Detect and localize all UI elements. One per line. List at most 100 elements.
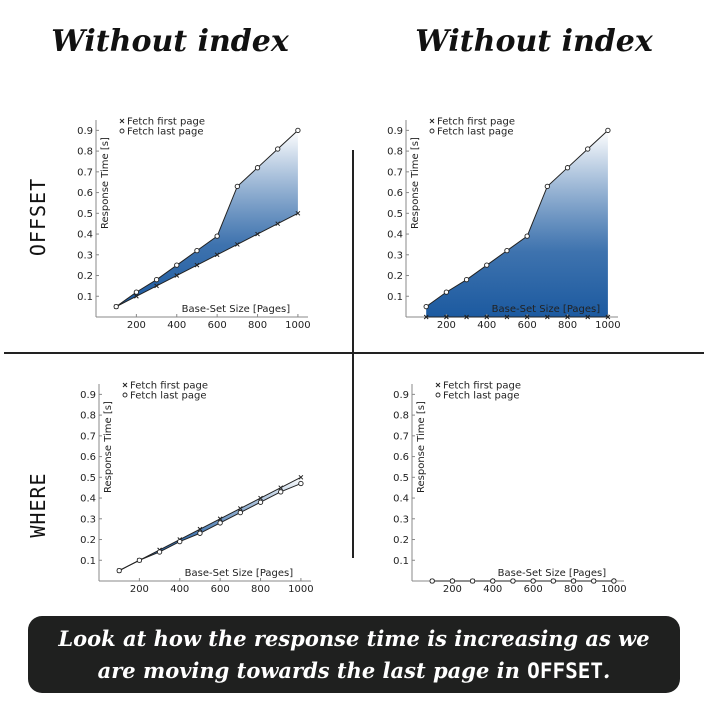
data-point-last-page [605,127,611,134]
data-point-last-page [153,277,160,283]
caption-line-2-prefix: are moving towards the last page in [97,657,528,683]
y-tick-label: 0.4 [77,230,93,241]
data-point-last-page [136,557,143,563]
data-point-first-page [237,506,243,511]
data-point-last-page [443,289,450,295]
x-tick-label: 200 [443,584,462,595]
y-tick-label: 0.8 [77,147,93,158]
data-point-last-page [449,578,456,584]
y-tick-label: 0.5 [77,209,93,220]
legend-label: Fetch first page [437,117,515,128]
data-point-last-page [113,303,119,310]
legend-marker-cross [435,382,441,388]
y-tick-label: 0.1 [77,292,93,303]
legend-label: Fetch last page [130,391,206,402]
x-axis-label: Base-Set Size [Pages] [492,304,601,315]
data-point-first-page [174,273,180,278]
data-point-first-page [217,516,223,522]
data-point-first-page [255,231,260,237]
data-point-last-page [177,538,183,545]
legend-marker-circle [435,392,441,398]
data-point-last-page [423,303,429,310]
y-tick-label: 0.6 [77,188,93,199]
caption-text: Look at how the response time is increas… [58,623,649,687]
data-point-first-page [565,314,570,320]
y-tick-label: 0.3 [77,250,93,261]
caption-box: Look at how the response time is increas… [28,616,680,693]
y-tick-label: 0.6 [387,188,403,199]
vertical-divider [352,150,354,558]
y-tick-label: 0.4 [387,230,403,241]
data-point-first-page [278,485,284,491]
x-tick-label: 800 [251,584,270,595]
legend-marker-circle [122,392,128,398]
fill-between-area [116,130,298,307]
fill-between-area [426,130,608,317]
x-tick-label: 1000 [601,584,626,595]
data-point-first-page [464,314,469,320]
data-point-last-page [275,146,281,152]
data-point-last-page [194,247,200,254]
data-point-last-page [237,509,243,516]
y-axis-label: Response Time [s] [416,401,427,493]
data-point-last-page [214,233,220,239]
data-point-last-page [570,578,577,584]
data-point-last-page [298,480,304,487]
y-tick-label: 0.5 [393,473,409,484]
data-point-first-page [234,242,240,247]
data-point-first-page [504,314,510,320]
x-tick-label: 600 [211,584,230,595]
y-tick-label: 0.7 [77,167,93,178]
x-tick-label: 200 [127,320,146,331]
y-tick-label: 0.1 [393,556,409,567]
data-point-last-page [484,262,490,268]
data-point-last-page [257,499,264,505]
data-point-last-page [550,578,556,584]
x-tick-label: 200 [130,584,149,595]
caption-line-1: Look at how the response time is increas… [58,625,650,651]
y-tick-label: 0.3 [393,514,409,525]
y-tick-label: 0.8 [80,411,96,422]
y-tick-label: 0.7 [387,167,403,178]
series-line-1 [115,212,299,308]
x-tick-label: 400 [170,584,189,595]
x-tick-label: 600 [208,320,227,331]
x-tick-label: 600 [518,320,537,331]
legend-label: Fetch first page [127,117,205,128]
legend-marker-cross [122,382,128,388]
data-point-last-page [217,520,223,526]
y-tick-label: 0.2 [77,271,93,282]
data-point-first-page [154,283,159,289]
x-axis-label: Base-Set Size [Pages] [182,304,291,315]
caption-keyword-offset: OFFSET [527,658,604,683]
y-tick-label: 0.5 [387,209,403,220]
y-tick-label: 0.9 [393,390,409,401]
data-point-first-page [298,474,304,480]
y-tick-label: 0.1 [80,556,96,567]
x-tick-label: 800 [558,320,577,331]
data-point-last-page [469,578,476,584]
y-tick-label: 0.2 [387,271,403,282]
data-point-last-page [295,127,301,134]
x-tick-label: 1000 [288,584,313,595]
legend-marker-cross [429,118,435,124]
data-point-last-page [490,578,496,584]
data-point-first-page [214,252,220,258]
y-tick-label: 0.7 [393,431,409,442]
legend-marker-circle [119,128,125,134]
legend-marker-cross [119,118,125,124]
data-point-last-page [504,247,510,254]
data-point-last-page [530,578,536,584]
data-point-first-page [524,314,530,320]
x-tick-label: 800 [248,320,267,331]
data-point-last-page [174,262,180,268]
data-point-last-page [133,289,140,295]
series-line-1 [118,476,302,572]
data-point-last-page [611,578,617,584]
data-point-first-page [275,221,281,227]
y-tick-label: 0.4 [80,494,96,505]
